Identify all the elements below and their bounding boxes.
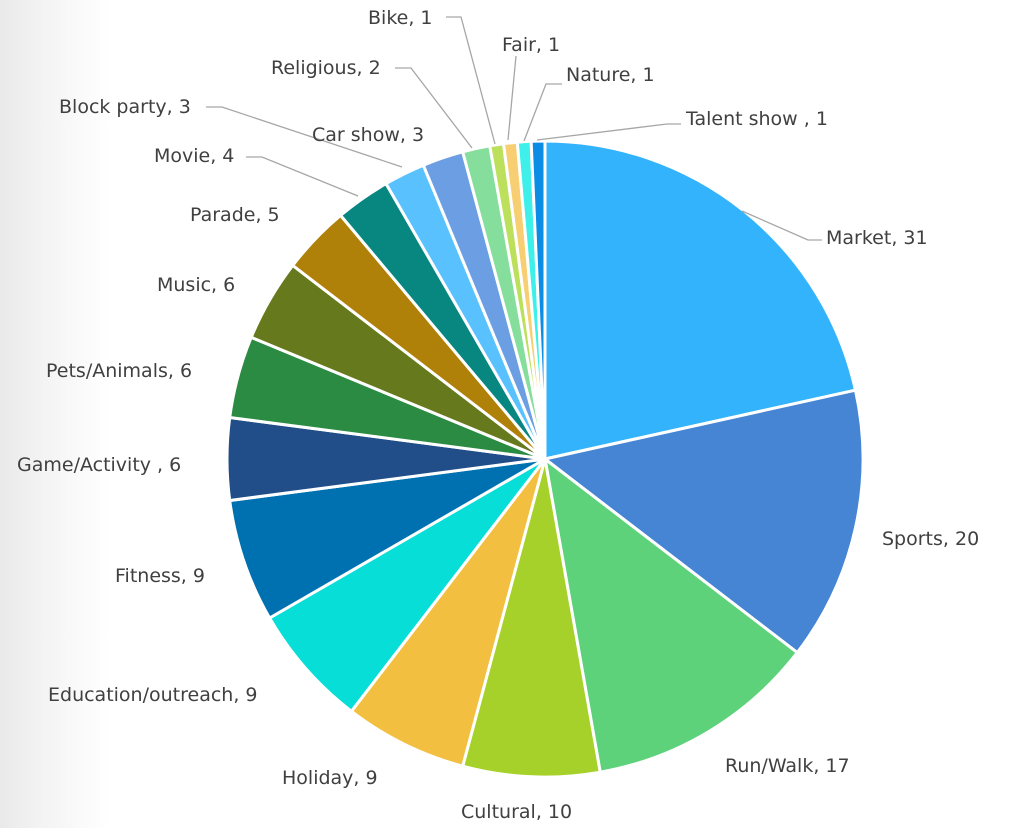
pie-slice-holiday bbox=[349, 458, 547, 768]
leader-line-religious bbox=[395, 67, 473, 149]
slices-layer bbox=[225, 139, 865, 779]
data-label-game-activity: Game/Activity , 6 bbox=[17, 454, 181, 476]
pie-slice-run-walk bbox=[542, 455, 800, 774]
data-label-parade: Parade, 5 bbox=[190, 204, 280, 226]
leader-line-nature bbox=[523, 83, 562, 142]
data-label-nature: Nature, 1 bbox=[566, 64, 655, 86]
pie-slice-education-outreach bbox=[267, 457, 547, 714]
data-label-run-walk: Run/Walk, 17 bbox=[725, 755, 850, 777]
data-label-fitness: Fitness, 9 bbox=[115, 565, 205, 587]
data-label-cultural: Cultural, 10 bbox=[461, 801, 572, 823]
data-label-movie: Movie, 4 bbox=[154, 145, 234, 167]
leader-line-movie bbox=[246, 156, 359, 197]
data-label-sports: Sports, 20 bbox=[882, 528, 979, 550]
data-labels-layer: Market, 31 Sports, 20 Run/Walk, 17 Cultural… bbox=[17, 7, 979, 823]
data-label-market: Market, 31 bbox=[826, 227, 928, 249]
data-label-block-party: Block party, 3 bbox=[59, 96, 191, 118]
leader-line-market bbox=[741, 210, 822, 241]
pie-slice-cultural bbox=[460, 458, 602, 779]
pie-slice-sports bbox=[541, 388, 865, 655]
data-label-car-show: Car show, 3 bbox=[312, 124, 424, 146]
data-label-pets-animals: Pets/Animals, 6 bbox=[46, 360, 192, 382]
data-label-talent-show: Talent show , 1 bbox=[685, 108, 828, 130]
leader-lines-layer bbox=[206, 16, 822, 241]
pie-slice-market bbox=[543, 139, 858, 461]
pie-slice-talent-show bbox=[529, 139, 547, 460]
data-label-bike: Bike, 1 bbox=[368, 7, 433, 29]
data-label-education-outreach: Education/outreach, 9 bbox=[48, 684, 258, 706]
pie-slice-fitness bbox=[228, 457, 546, 621]
leader-line-bike bbox=[446, 16, 496, 145]
leader-line-fair bbox=[507, 55, 517, 141]
data-label-music: Music, 6 bbox=[157, 274, 235, 296]
data-label-fair: Fair, 1 bbox=[502, 34, 560, 56]
data-label-religious: Religious, 2 bbox=[271, 57, 381, 79]
data-label-holiday: Holiday, 9 bbox=[282, 767, 378, 789]
leader-line-block-party bbox=[206, 106, 403, 168]
leader-line-talent-show bbox=[536, 123, 681, 141]
